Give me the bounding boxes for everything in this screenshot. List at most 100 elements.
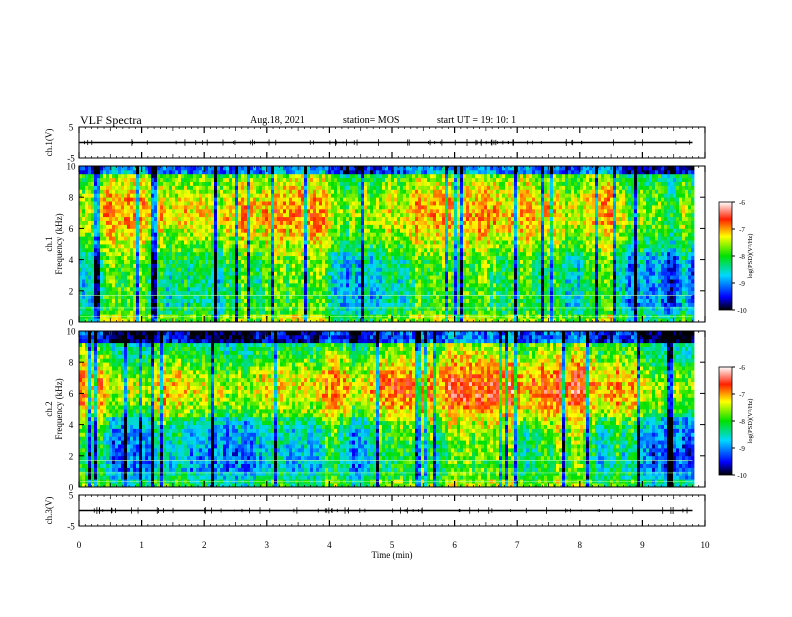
spectrogram-cell	[193, 291, 196, 295]
spectrogram-cell	[382, 209, 385, 213]
spectrogram-cell	[430, 193, 433, 197]
spectrogram-cell	[133, 174, 136, 178]
spectrogram-cell	[379, 189, 382, 193]
spectrogram-cell	[247, 252, 250, 256]
spectrogram-cell	[184, 264, 187, 268]
spectrogram-cell	[403, 299, 406, 303]
spectrogram-cell	[274, 205, 277, 209]
spectrogram-cell	[388, 201, 391, 205]
spectrogram-cell	[400, 170, 403, 174]
spectrogram-cell	[343, 240, 346, 244]
spectrogram-cell	[157, 236, 160, 240]
spectrogram-cell	[100, 267, 103, 271]
spectrogram-cell	[253, 236, 256, 240]
spectrogram-cell	[331, 182, 334, 186]
spectrogram-cell	[376, 260, 379, 264]
spectrogram-cell	[442, 310, 445, 314]
spectrogram-cell	[127, 256, 130, 260]
spectrogram-cell	[382, 267, 385, 271]
spectrogram-cell	[307, 279, 310, 283]
spectrogram-cell	[163, 205, 166, 209]
spectrogram-cell	[103, 217, 106, 221]
spectrogram-cell	[88, 174, 91, 178]
spectrogram-cell	[376, 256, 379, 260]
spectrogram-cell	[163, 244, 166, 248]
spectrogram-cell	[433, 267, 436, 271]
spectrogram-cell	[259, 271, 262, 275]
spectrogram-cell	[424, 303, 427, 307]
spectrogram-cell	[166, 201, 169, 205]
spectrogram-cell	[85, 209, 88, 213]
spectrogram-cell	[328, 256, 331, 260]
spectrogram-cell	[292, 189, 295, 193]
spectrogram-cell	[286, 182, 289, 186]
spectrogram-cell	[103, 240, 106, 244]
spectrogram-cell	[151, 236, 154, 240]
spectrogram-cell	[256, 178, 259, 182]
spectrogram-cell	[328, 279, 331, 283]
spectrogram-cell	[310, 205, 313, 209]
spectrogram-cell	[115, 244, 118, 248]
spectrogram-cell	[394, 170, 397, 174]
spectrogram-cell	[109, 182, 112, 186]
spectrogram-cell	[367, 256, 370, 260]
spectrogram-cell	[232, 267, 235, 271]
spectrogram-cell	[406, 197, 409, 201]
spectrogram-cell	[391, 221, 394, 225]
spectrogram-cell	[424, 287, 427, 291]
spectrogram-cell	[166, 170, 169, 174]
spectrogram-cell	[268, 248, 271, 252]
spectrogram-cell	[436, 197, 439, 201]
spectrogram-cell	[349, 213, 352, 217]
spectrogram-cell	[373, 201, 376, 205]
spectrogram-cell	[313, 186, 316, 190]
spectrogram-cell	[229, 182, 232, 186]
spectrogram-cell	[169, 299, 172, 303]
spectrogram-cell	[289, 213, 292, 217]
spectrogram-cell	[79, 205, 82, 209]
spectrogram-cell	[160, 201, 163, 205]
spectrogram-cell	[232, 189, 235, 193]
spectrogram-cell	[235, 221, 238, 225]
spectrogram-cell	[166, 291, 169, 295]
spectrogram-cell	[304, 201, 307, 205]
spectrogram-cell	[100, 209, 103, 213]
spectrogram-cell	[322, 166, 325, 170]
spectrogram-cell	[223, 213, 226, 217]
spectrogram-cell	[187, 170, 190, 174]
spectrogram-cell	[280, 221, 283, 225]
spectrogram-cell	[85, 217, 88, 221]
spectrogram-cell	[433, 244, 436, 248]
spectrogram-cell	[274, 264, 277, 268]
spectrogram-cell	[109, 178, 112, 182]
spectrogram-cell	[316, 174, 319, 178]
spectrogram-cell	[298, 256, 301, 260]
spectrogram-cell	[154, 232, 157, 236]
spectrogram-cell	[358, 275, 361, 279]
spectrogram-cell	[274, 217, 277, 221]
spectrogram-cell	[274, 225, 277, 229]
spectrogram-cell	[163, 240, 166, 244]
spectrogram-cell	[235, 264, 238, 268]
spectrogram-cell	[391, 213, 394, 217]
spectrogram-cell	[385, 291, 388, 295]
spectrogram-cell	[118, 232, 121, 236]
spectrogram-cell	[415, 256, 418, 260]
spectrogram-cell	[226, 310, 229, 314]
spectrogram-cell	[346, 221, 349, 225]
spectrogram-cell	[331, 260, 334, 264]
spectrogram-cell	[85, 228, 88, 232]
spectrogram-cell	[286, 306, 289, 310]
spectrogram-cell	[373, 217, 376, 221]
spectrogram-cell	[121, 283, 124, 287]
spectrogram-cell	[370, 189, 373, 193]
spectrogram-cell	[91, 283, 94, 287]
spectrogram-cell	[253, 182, 256, 186]
spectrogram-cell	[109, 236, 112, 240]
spectrogram-cell	[337, 310, 340, 314]
spectrogram-cell	[163, 178, 166, 182]
spectrogram-cell	[310, 310, 313, 314]
spectrogram-cell	[193, 186, 196, 190]
spectrogram-cell	[166, 174, 169, 178]
spectrogram-cell	[79, 182, 82, 186]
